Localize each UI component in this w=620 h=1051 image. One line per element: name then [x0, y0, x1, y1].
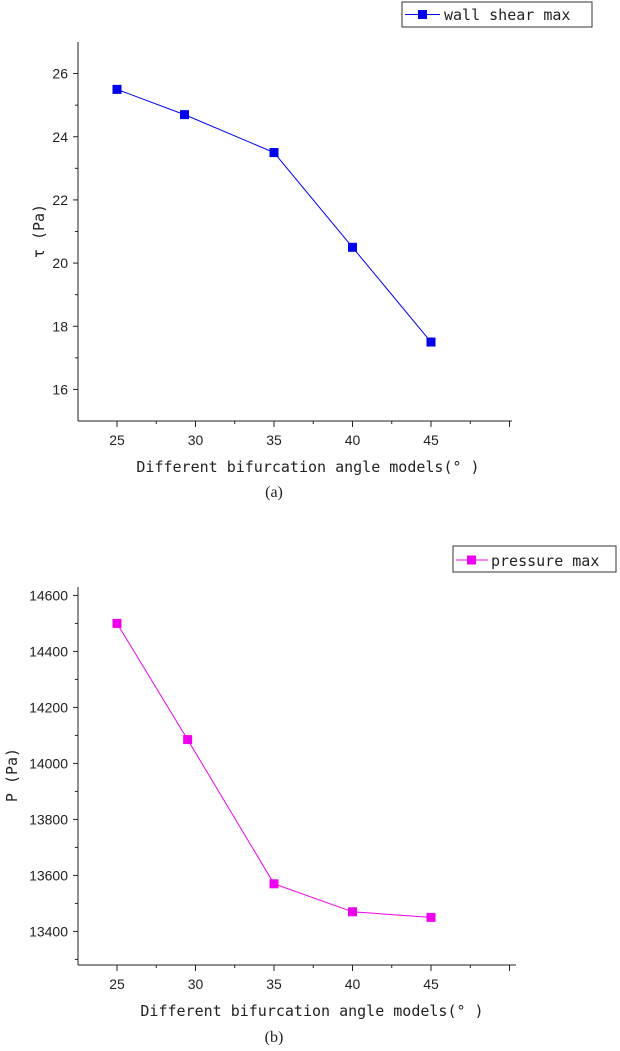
y-axis-title-a: τ (Pa) [30, 204, 48, 258]
y-tick-label-a: 22 [52, 192, 68, 208]
axes-b: 13400 13600 13800 14000 14200 14400 14600 25 30 3… [29, 587, 516, 992]
data-point-a [269, 148, 279, 158]
axes-a: 16 18 20 22 24 26 25 30 35 40 45 [52, 42, 512, 448]
legend-label-a: wall shear max [444, 6, 570, 24]
data-point-b [112, 618, 122, 628]
x-tick-label-a: 35 [266, 432, 282, 448]
x-axis-title-b: Different bifurcation angle models(° ) [140, 1002, 483, 1020]
x-tick-label-b: 25 [109, 976, 125, 992]
data-point-a [426, 337, 436, 347]
x-tick-label-a: 25 [109, 432, 125, 448]
y-tick-label-a: 26 [52, 66, 68, 82]
x-tick-label-b: 30 [188, 976, 204, 992]
y-tick-label-b: 13600 [29, 867, 68, 883]
data-point-b [426, 912, 436, 922]
y-tick-label-a: 18 [52, 318, 68, 334]
x-tick-label-b: 45 [423, 976, 439, 992]
legend-b: pressure max [452, 545, 617, 573]
marks-a [112, 84, 436, 347]
y-tick-label-a: 24 [52, 129, 68, 145]
caption-a: (a) [265, 484, 283, 501]
y-tick-label-a: 16 [52, 381, 68, 397]
y-tick-label-b: 14000 [29, 755, 68, 771]
chart-b: pressure max 13400 13600 13800 14000 14200 14… [3, 545, 617, 1046]
x-tick-label-a: 30 [188, 432, 204, 448]
series-line-a [116, 88, 432, 343]
data-point-b [183, 735, 193, 745]
y-tick-label-b: 14400 [29, 643, 68, 659]
marks-b [112, 618, 436, 922]
series-line-b [116, 623, 432, 918]
legend-marker-b [467, 555, 476, 565]
x-tick-label-a: 40 [345, 432, 361, 448]
x-tick-label-a: 45 [423, 432, 439, 448]
y-tick-label-a: 20 [52, 255, 68, 271]
chart-a: wall shear max 16 18 20 22 24 26 25 30 35 40 45 τ … [30, 1, 593, 501]
legend-label-b: pressure max [491, 552, 599, 570]
x-tick-label-b: 35 [266, 976, 282, 992]
y-tick-label-b: 13800 [29, 811, 68, 827]
data-point-a [180, 110, 190, 120]
legend-a: wall shear max [401, 1, 593, 28]
data-point-a [112, 84, 122, 94]
y-tick-label-b: 14600 [29, 587, 68, 603]
data-point-a [348, 242, 357, 252]
x-tick-label-b: 40 [345, 976, 361, 992]
x-axis-title-a: Different bifurcation angle models(° ) [136, 458, 479, 476]
data-point-b [269, 879, 279, 889]
legend-marker-a [418, 10, 427, 19]
caption-b: (b) [265, 1029, 284, 1046]
legend-box-b [452, 545, 617, 573]
y-tick-label-b: 13400 [29, 923, 68, 939]
data-point-b [348, 907, 357, 917]
y-axis-title-b: P (Pa) [3, 748, 21, 802]
y-tick-label-b: 14200 [29, 699, 68, 715]
